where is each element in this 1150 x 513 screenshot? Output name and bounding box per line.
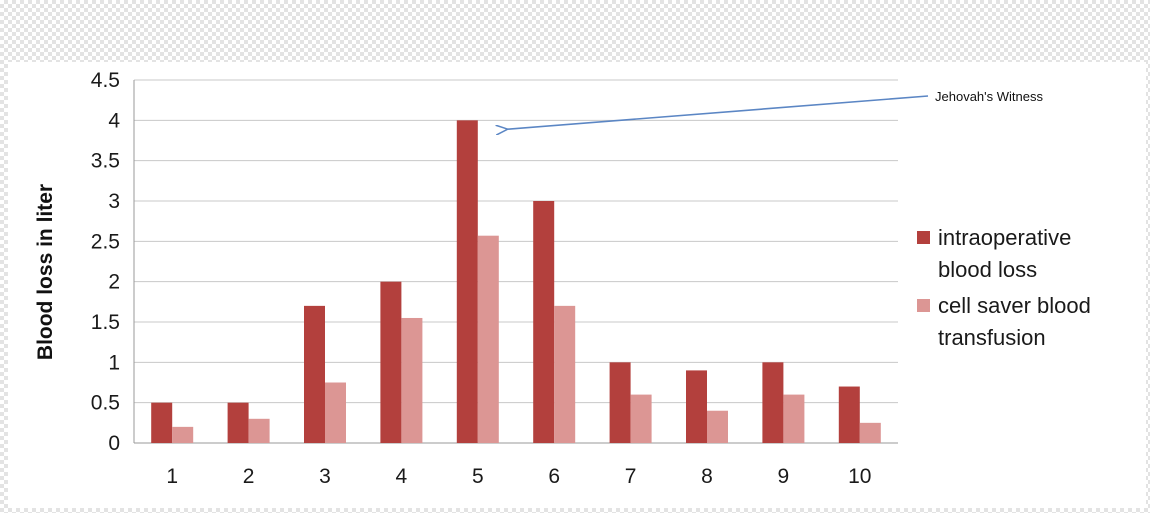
y-tick-labels: 0 0.5 1 1.5 2 2.5 3 3.5 4 4.5 <box>91 69 121 455</box>
x-tick-label: 6 <box>548 465 560 488</box>
legend: intraoperative blood loss cell saver blood… <box>917 225 1091 350</box>
y-tick-label: 3.5 <box>91 150 120 173</box>
x-tick-label: 9 <box>778 465 790 488</box>
y-tick-label: 4.5 <box>91 69 120 92</box>
bar-intraoperative-5 <box>456 120 478 443</box>
x-tick-label: 8 <box>701 465 713 488</box>
annotation-arrow <box>506 95 929 129</box>
y-tick-label: 2 <box>108 271 120 294</box>
bar-cell-saver-8 <box>707 410 728 443</box>
legend-swatch <box>917 299 930 312</box>
x-tick-label: 2 <box>243 465 255 488</box>
y-tick-label: 0 <box>108 432 120 455</box>
bar-cell-saver-10 <box>859 422 881 443</box>
legend-label: blood loss <box>938 257 1037 282</box>
bar-intraoperative-10 <box>838 386 860 443</box>
y-tick-label: 2.5 <box>91 230 120 253</box>
y-tick-label: 3 <box>108 190 120 213</box>
legend-label: intraoperative <box>938 225 1071 250</box>
bar-intraoperative-3 <box>304 305 325 443</box>
bar-intraoperative-1 <box>151 402 173 443</box>
bar-intraoperative-8 <box>686 370 707 443</box>
y-tick-label: 4 <box>108 109 120 132</box>
bar-cell-saver-2 <box>248 418 270 443</box>
legend-label: cell saver blood <box>938 293 1091 318</box>
bar-cell-saver-6 <box>554 305 576 443</box>
bar-cell-saver-9 <box>783 394 805 443</box>
bar-cell-saver-1 <box>172 426 194 443</box>
gridlines <box>134 79 898 444</box>
bar-cell-saver-3 <box>325 382 346 443</box>
x-tick-label: 1 <box>166 465 178 488</box>
annotation: Jehovah's Witness <box>506 89 1043 129</box>
bar-cell-saver-5 <box>477 235 499 443</box>
legend-label: transfusion <box>938 325 1046 350</box>
y-tick-label: 1 <box>108 351 120 374</box>
x-tick-label: 5 <box>472 465 484 488</box>
y-axis-label: Blood loss in liter <box>34 184 57 360</box>
x-tick-label: 3 <box>319 465 331 488</box>
bar-cell-saver-4 <box>401 317 423 443</box>
annotation-text: Jehovah's Witness <box>935 89 1043 104</box>
x-tick-labels: 1 2 3 4 5 6 7 8 9 10 <box>166 465 871 488</box>
bar-cell-saver-7 <box>630 394 652 443</box>
bar-intraoperative-7 <box>609 362 631 443</box>
x-tick-label: 7 <box>625 465 637 488</box>
bar-intraoperative-2 <box>227 402 249 443</box>
bar-intraoperative-6 <box>533 201 555 443</box>
y-tick-label: 0.5 <box>91 392 120 415</box>
bar-intraoperative-9 <box>762 362 784 443</box>
x-tick-label: 10 <box>848 465 871 488</box>
bar-intraoperative-4 <box>380 281 402 443</box>
x-tick-label: 4 <box>396 465 408 488</box>
legend-swatch <box>917 231 930 244</box>
bars <box>151 120 881 443</box>
chart-background <box>8 62 1146 508</box>
y-tick-label: 1.5 <box>91 311 120 334</box>
